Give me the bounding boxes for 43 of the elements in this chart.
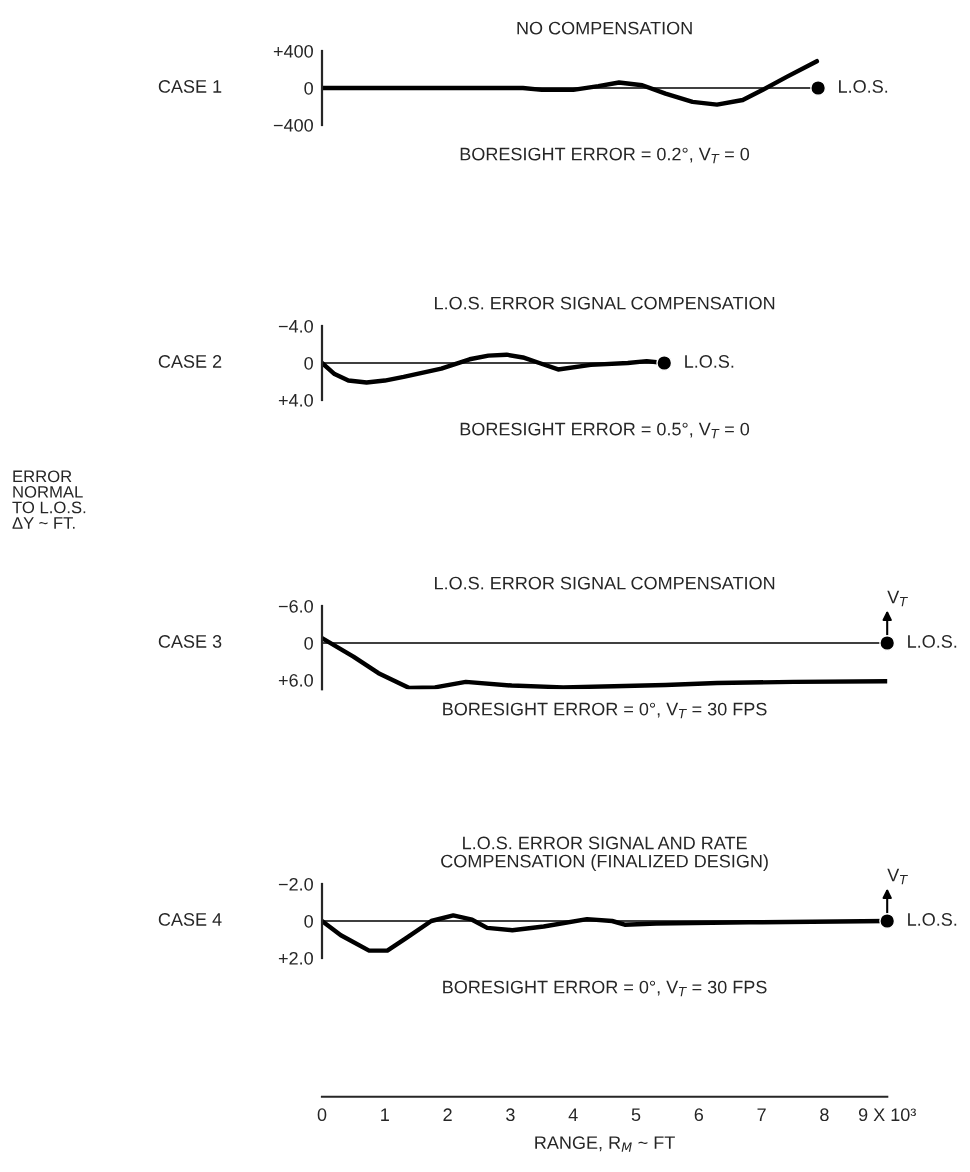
text: BORESIGHT ERROR = 0.2°, V$_{T}$ = 0: [460, 147, 750, 164]
text: BORESIGHT ERROR = 0°, V$_{T}$ = 30 FPS: [443, 702, 767, 719]
y-axis-title: CASE 1: [158, 80, 222, 93]
x-tick-label: 0: [317, 1108, 327, 1122]
y-axis-title: CASE 4: [158, 913, 222, 926]
chart-title: L.O.S. ERROR SIGNAL COMPENSATION: [435, 296, 775, 310]
chart-title: L.O.S. ERROR SIGNAL COMPENSATION: [435, 576, 775, 590]
y-tick-label: +4.0: [278, 393, 313, 407]
y-tick-label: 0: [304, 636, 313, 650]
y-axis-title: CASE 3: [158, 635, 222, 648]
text: BORESIGHT ERROR = 0.5°, V$_{T}$ = 0: [460, 422, 750, 439]
x-tick-label: 1: [381, 1108, 389, 1121]
y-axis-title: CASE 2: [158, 355, 222, 368]
y-tick-label: +6.0: [278, 673, 313, 687]
y-tick-label: −400: [273, 118, 313, 132]
y-tick-label: +400: [273, 44, 313, 58]
ref-line-label: L.O.S.: [908, 913, 957, 926]
annotation: V$_{T}$: [887, 868, 908, 885]
y-tick-label: −6.0: [278, 599, 313, 613]
x-tick-label: 3: [506, 1108, 515, 1122]
x-tick-label: 6: [694, 1108, 704, 1122]
y-tick-label: 0: [304, 914, 313, 928]
ref-line-label: L.O.S.: [908, 635, 957, 648]
annotation: BORESIGHT ERROR = 0°, V$_{T}$ = 30 FPS: [443, 980, 767, 997]
line-series: [322, 635, 888, 690]
chart-title: NO COMPENSATION: [517, 21, 692, 35]
text: ERROR NORMAL TO L.O.S. ΔY ~ FT.: [12, 470, 86, 529]
x-tick-label: 8: [820, 1108, 829, 1122]
x-axis-title: RANGE, R$_{M}$ ~ FT: [535, 1136, 675, 1152]
y-tick-label: 0: [304, 81, 313, 95]
ref-line-label: L.O.S.: [685, 355, 734, 368]
y-tick-label: −2.0: [278, 877, 313, 891]
chart-title: L.O.S. ERROR SIGNAL AND RATE COMPENSATION (FINALIZED DESIGN): [441, 836, 768, 872]
x-tick-label: 4: [568, 1108, 578, 1121]
y-tick-label: +2.0: [278, 951, 313, 965]
x-tick-label: 2: [443, 1108, 452, 1121]
annotation: V$_{T}$: [887, 590, 908, 607]
y-tick-label: 0: [304, 356, 313, 370]
ref-line-label: L.O.S.: [839, 80, 888, 93]
x-tick-label: 7: [757, 1108, 766, 1121]
x-tick-label: 9 X 10³: [858, 1108, 916, 1122]
x-tick-label: 5: [631, 1108, 641, 1122]
y-tick-label: −4.0: [278, 319, 313, 333]
